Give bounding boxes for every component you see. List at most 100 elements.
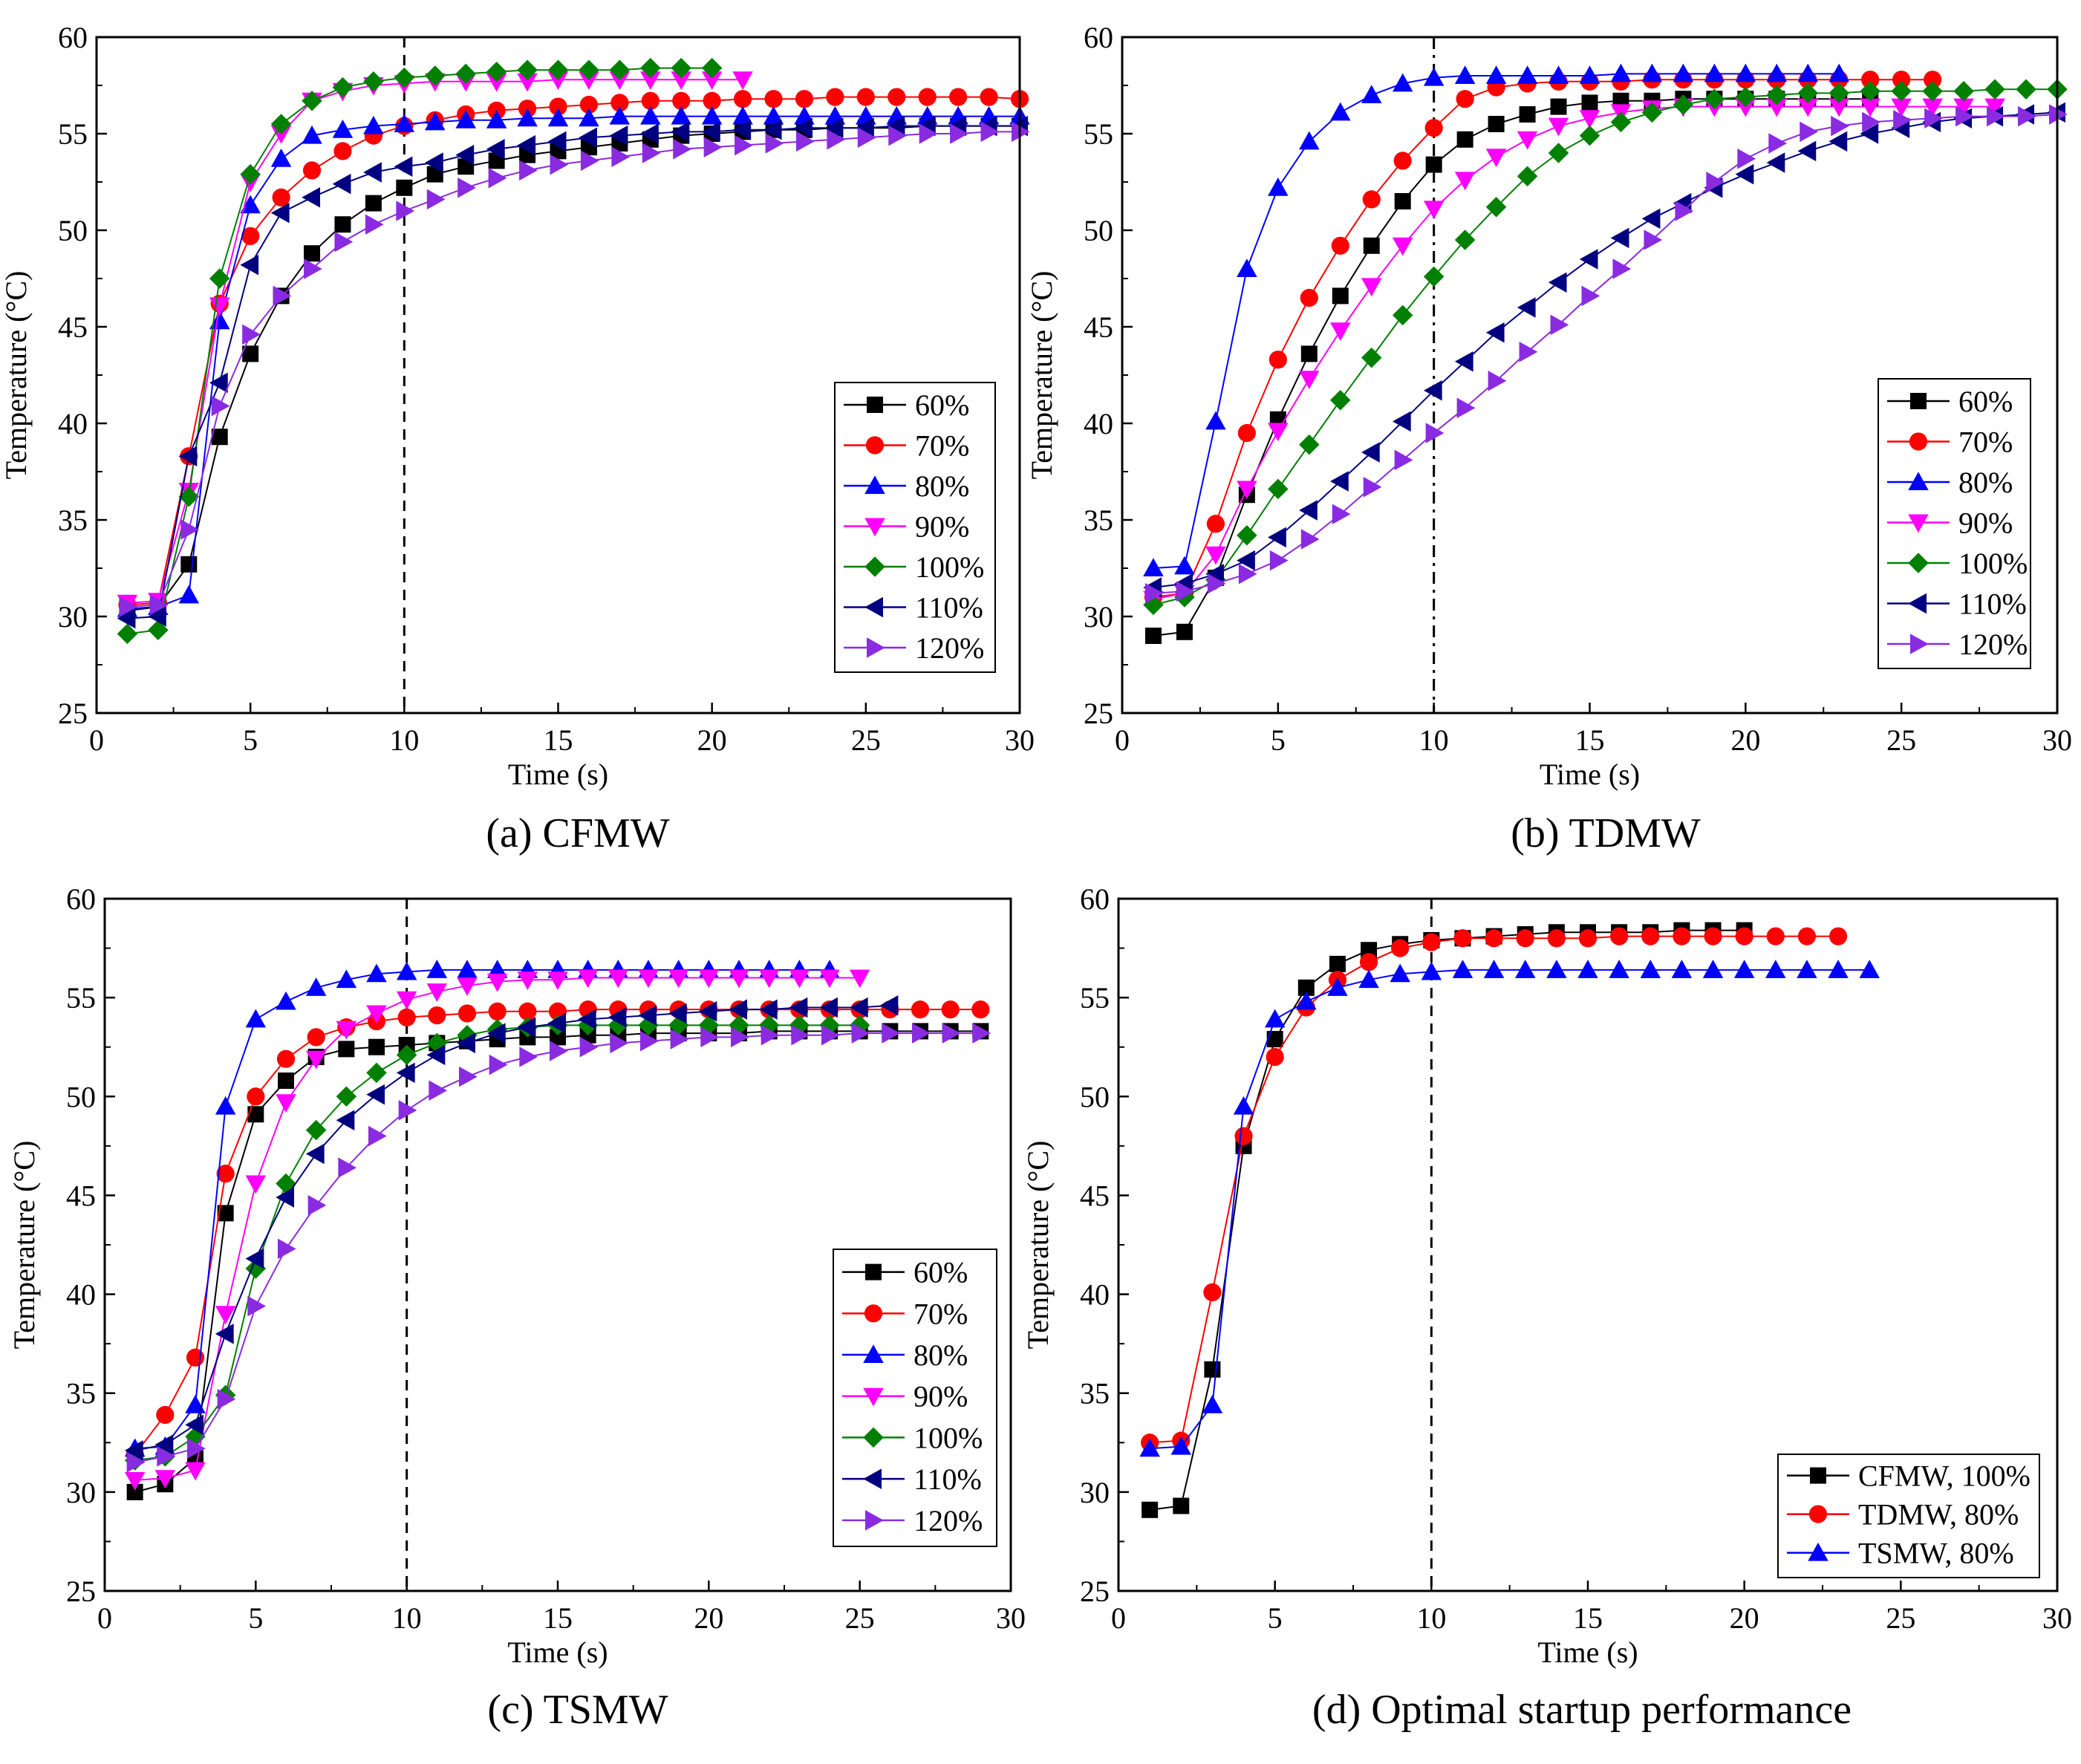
- legend: 60% 70% 80% 90% 100% 110% 120%: [833, 1249, 997, 1547]
- data-point: [486, 139, 505, 160]
- data-point: [366, 1062, 387, 1084]
- y-tick-label: 35: [58, 504, 88, 537]
- data-point: [459, 1066, 478, 1087]
- x-axis-label: Time (s): [1540, 758, 1640, 791]
- data-point: [517, 108, 538, 127]
- legend-label: 90%: [1958, 506, 2013, 539]
- data-point: [1394, 193, 1411, 209]
- legend-marker: [1908, 472, 1929, 490]
- data-point: [396, 179, 413, 196]
- data-point: [731, 1026, 749, 1048]
- data-point: [732, 105, 753, 125]
- y-tick-label: 35: [1084, 504, 1113, 537]
- data-point: [1299, 131, 1320, 150]
- data-point: [270, 149, 292, 167]
- data-point: [1517, 65, 1538, 84]
- data-point: [488, 168, 507, 189]
- data-point: [1237, 481, 1257, 500]
- data-point: [119, 596, 138, 617]
- legend-label: 80%: [915, 469, 969, 503]
- data-point: [1673, 94, 1694, 115]
- data-point: [547, 59, 569, 80]
- data-point: [609, 71, 631, 90]
- series-100%: [124, 1015, 870, 1471]
- data-point: [1268, 423, 1289, 442]
- data-point: [611, 146, 631, 167]
- data-point: [242, 345, 259, 362]
- data-point: [758, 999, 778, 1020]
- data-point: [1205, 411, 1226, 430]
- data-point: [703, 91, 721, 110]
- data-point: [1483, 960, 1505, 978]
- data-point: [668, 969, 689, 989]
- data-point: [849, 969, 870, 989]
- data-point: [126, 1483, 143, 1500]
- caption-d: (d) Optimal startup performance: [1312, 1687, 1852, 1733]
- data-point: [1673, 927, 1691, 946]
- data-point: [1517, 131, 1538, 150]
- x-tick-label: 30: [2042, 723, 2072, 757]
- series-line: [134, 1024, 860, 1462]
- data-point: [517, 971, 538, 990]
- data-point: [980, 88, 998, 106]
- series-90%: [124, 969, 870, 1491]
- y-tick-label: 45: [1084, 310, 1113, 344]
- data-point: [1392, 305, 1413, 326]
- data-point: [426, 1044, 446, 1066]
- legend-marker: [1910, 392, 1927, 409]
- data-point: [148, 606, 166, 627]
- x-tick-label: 5: [1271, 723, 1286, 757]
- data-point: [1206, 515, 1225, 533]
- data-point: [1299, 500, 1318, 521]
- data-point: [1297, 979, 1315, 996]
- legend-marker: [1908, 514, 1929, 533]
- data-point: [1330, 390, 1351, 411]
- legend-marker: [1910, 634, 1929, 654]
- series-TDMW, 80%: [1141, 927, 1848, 1452]
- data-point: [247, 1295, 267, 1317]
- data-point: [1142, 1501, 1159, 1518]
- data-point: [1330, 471, 1349, 492]
- y-tick-label: 50: [1084, 214, 1113, 247]
- data-point: [1862, 111, 1880, 133]
- data-point: [1579, 125, 1600, 146]
- plot-frame: [95, 36, 1021, 715]
- data-point: [517, 134, 536, 156]
- legend-marker: [867, 396, 883, 413]
- legend-marker: [1808, 1505, 1828, 1523]
- data-point: [641, 91, 660, 110]
- data-point: [1358, 969, 1379, 989]
- y-tick-label: 25: [1080, 1575, 1110, 1608]
- data-point: [1268, 178, 1289, 196]
- data-point: [941, 1000, 960, 1019]
- data-point: [1456, 397, 1476, 418]
- data-point: [1548, 117, 1569, 137]
- data-point: [789, 969, 810, 989]
- legend-marker: [865, 1510, 884, 1531]
- data-point: [185, 1462, 206, 1481]
- data-point: [698, 969, 720, 989]
- data-point: [1393, 152, 1412, 170]
- data-point: [241, 227, 260, 245]
- data-point: [671, 57, 691, 79]
- data-point: [124, 1471, 146, 1491]
- plot-frame: [1121, 36, 2059, 715]
- data-point: [1485, 149, 1507, 167]
- data-point: [1797, 82, 1819, 104]
- data-point: [486, 73, 507, 92]
- data-point: [245, 1175, 267, 1194]
- data-point: [735, 134, 753, 156]
- data-point: [579, 95, 599, 114]
- data-point: [1205, 564, 1224, 585]
- data-point: [1394, 449, 1413, 471]
- x-tick-label: 20: [1730, 1601, 1759, 1635]
- data-point: [919, 123, 938, 144]
- data-point: [1517, 166, 1538, 186]
- data-point: [1581, 94, 1598, 111]
- legend-label: 110%: [915, 590, 983, 624]
- y-tick-label: 50: [66, 1080, 96, 1113]
- data-point: [211, 429, 228, 446]
- data-point: [550, 154, 569, 175]
- data-point: [1704, 63, 1725, 82]
- data-point: [1766, 927, 1785, 946]
